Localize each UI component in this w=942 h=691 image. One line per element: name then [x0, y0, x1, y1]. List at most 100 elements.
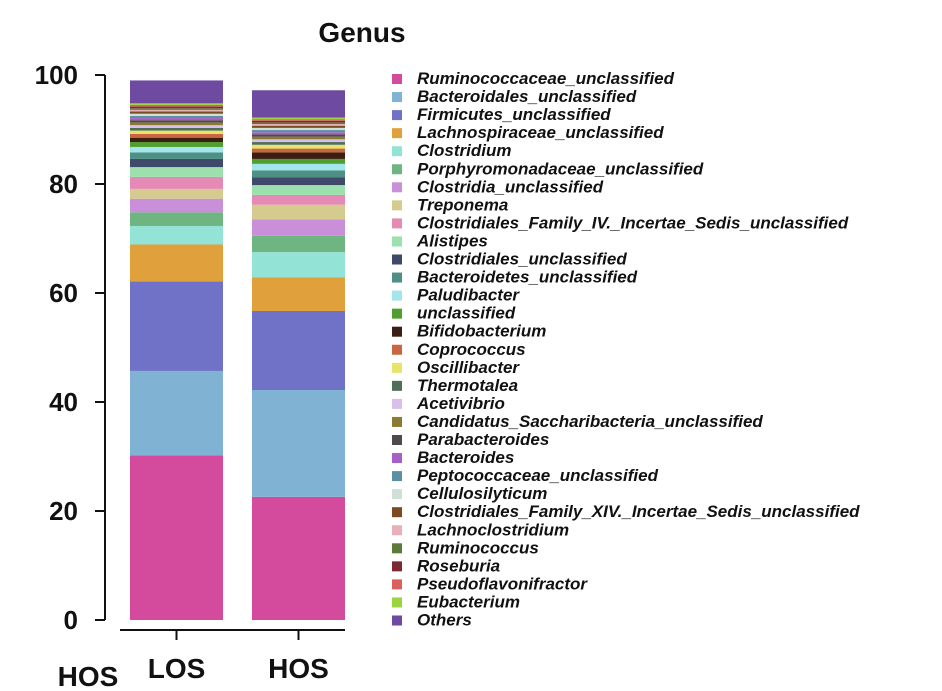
bar-segment-hos-3	[252, 277, 345, 311]
y-tick-label: 80	[49, 169, 78, 199]
legend-label: Bacteroides	[417, 448, 514, 467]
bar-segment-los-24	[130, 111, 223, 114]
bar-segment-los-20	[130, 120, 223, 123]
legend-swatch	[392, 308, 402, 319]
legend: Ruminococcaceae_unclassifiedBacteroidale…	[392, 69, 860, 630]
bar-segment-los-4	[130, 225, 223, 245]
y-tick-label: 100	[35, 60, 78, 90]
bar-segment-los-21	[130, 118, 223, 121]
bar-segment-los-27	[130, 106, 223, 109]
legend-swatch	[392, 128, 402, 139]
legend-swatch	[392, 272, 402, 283]
bar-segment-hos-22	[252, 130, 345, 133]
legend-label: Oscillibacter	[417, 358, 520, 377]
bar-segment-hos-9	[252, 185, 345, 195]
bar-segment-hos-12	[252, 163, 345, 171]
legend-label: Paludibacter	[417, 286, 520, 305]
legend-swatch	[392, 164, 402, 175]
legend-swatch	[392, 362, 402, 373]
legend-swatch	[392, 236, 402, 247]
legend-label: Clostridiales_unclassified	[417, 250, 627, 269]
bar-segment-los-7	[130, 188, 223, 199]
y-ticks: 0 20 40 60 80 100	[35, 60, 105, 635]
bar-segment-los-30	[130, 80, 223, 104]
legend-label: Porphyromonadaceae_unclassified	[417, 159, 704, 178]
bar-segment-los-29	[130, 103, 223, 105]
bar-segment-hos-16	[252, 144, 345, 149]
legend-swatch	[392, 380, 402, 391]
bar-segment-los-0	[130, 455, 223, 620]
bar-segment-hos-8	[252, 194, 345, 205]
bar-segment-hos-0	[252, 496, 345, 620]
bar-segment-hos-10	[252, 177, 345, 186]
legend-label: Coprococcus	[417, 340, 526, 359]
bar-segment-los-18	[130, 125, 223, 128]
bar-segment-los-14	[130, 137, 223, 143]
category-label-los: LOS	[148, 653, 206, 684]
y-tick-label: 20	[49, 496, 78, 526]
legend-label: Clostridia_unclassified	[417, 177, 604, 196]
bar-segment-los-8	[130, 176, 223, 189]
bar-segment-hos-27	[252, 120, 345, 123]
legend-swatch	[392, 110, 402, 121]
bar-segment-hos-28	[252, 119, 345, 121]
legend-swatch	[392, 74, 402, 84]
bar-segment-los-3	[130, 244, 223, 282]
bar-segment-hos-2	[252, 310, 345, 391]
legend-label: Clostridiales_Family_IV._Incertae_Sedis_…	[417, 213, 849, 232]
legend-label: Lachnoclostridium	[417, 520, 569, 539]
legend-swatch	[392, 579, 402, 590]
legend-label: Bifidobacterium	[417, 322, 546, 341]
bar-segment-los-1	[130, 370, 223, 456]
legend-label: Thermotalea	[417, 376, 518, 395]
category-label-hos: HOS	[268, 653, 329, 684]
bar-segment-los-28	[130, 104, 223, 107]
legend-swatch	[392, 471, 402, 482]
legend-label: Ruminococcus	[417, 538, 539, 557]
y-tick-label: 60	[49, 278, 78, 308]
legend-swatch	[392, 435, 402, 445]
legend-swatch	[392, 326, 402, 337]
legend-swatch	[392, 200, 402, 211]
bar-segment-hos-23	[252, 127, 345, 131]
bar-segment-hos-5	[252, 235, 345, 253]
bar-segment-los-12	[130, 146, 223, 153]
legend-label: Cellulosilyticum	[417, 484, 547, 503]
legend-label: Roseburia	[417, 556, 500, 575]
legend-swatch	[392, 344, 402, 355]
legend-label: Peptococcaceae_unclassified	[417, 466, 659, 485]
legend-swatch	[392, 398, 402, 409]
legend-label: Others	[417, 611, 472, 630]
legend-swatch	[392, 525, 402, 536]
y-tick-label: 40	[49, 387, 78, 417]
bar-segment-los-5	[130, 212, 223, 226]
bar-segment-hos-24	[252, 125, 345, 128]
legend-swatch	[392, 597, 402, 608]
legend-swatch	[392, 146, 402, 157]
bar-segment-los-13	[130, 142, 223, 147]
bar-segment-hos-20	[252, 134, 345, 137]
legend-swatch	[392, 254, 402, 265]
bar-segment-hos-25	[252, 124, 345, 126]
bar-segment-los-2	[130, 281, 223, 371]
bar-segment-hos-18	[252, 139, 345, 143]
bar-segment-hos-30	[252, 90, 345, 118]
legend-swatch	[392, 507, 402, 518]
legend-label: Clostridiales_Family_XIV._Incertae_Sedis…	[417, 502, 860, 521]
legend-label: Treponema	[417, 195, 508, 214]
legend-swatch	[392, 218, 402, 229]
legend-swatch	[392, 561, 402, 572]
legend-label: Eubacterium	[417, 592, 520, 611]
bar-segment-hos-13	[252, 158, 345, 164]
bar-segment-los-17	[130, 127, 223, 131]
bar-segment-los-10	[130, 158, 223, 168]
legend-swatch	[392, 416, 402, 427]
bar-segment-hos-4	[252, 252, 345, 278]
legend-swatch	[392, 92, 402, 103]
bar-segment-los-25	[130, 109, 223, 112]
bar-segment-hos-1	[252, 390, 345, 497]
legend-swatch	[392, 182, 402, 193]
y-tick-label: 0	[64, 605, 78, 635]
legend-swatch	[392, 453, 402, 464]
